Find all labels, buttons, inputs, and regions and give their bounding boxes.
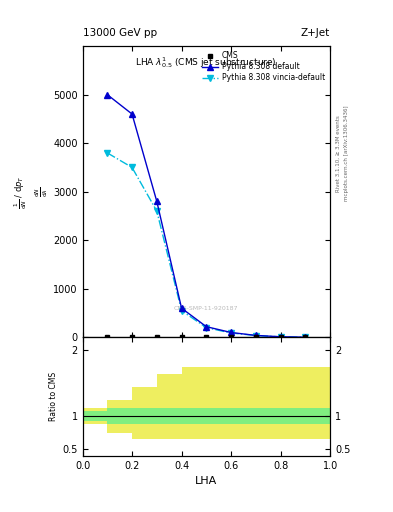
Text: Rivet 3.1.10, ≥ 3.3M events: Rivet 3.1.10, ≥ 3.3M events xyxy=(336,115,341,192)
Pythia 8.308 vincia-default xyxy=(253,332,258,338)
CMS xyxy=(204,334,209,340)
CMS xyxy=(229,334,233,340)
Pythia 8.308 default xyxy=(253,332,258,338)
Y-axis label: $\frac{1}{\mathrm{d}N}$ / $\mathrm{d}p_T$
$\frac{\mathrm{d}N}{\mathrm{d}\lambda}: $\frac{1}{\mathrm{d}N}$ / $\mathrm{d}p_T… xyxy=(12,175,50,209)
Pythia 8.308 default xyxy=(179,305,184,311)
Pythia 8.308 vincia-default xyxy=(303,334,308,340)
CMS xyxy=(303,334,308,340)
Line: CMS: CMS xyxy=(105,335,308,339)
Pythia 8.308 vincia-default xyxy=(105,150,110,156)
Pythia 8.308 default xyxy=(130,111,134,117)
Pythia 8.308 default xyxy=(105,92,110,98)
Line: Pythia 8.308 vincia-default: Pythia 8.308 vincia-default xyxy=(104,150,309,340)
CMS xyxy=(154,334,159,340)
X-axis label: LHA: LHA xyxy=(195,476,217,486)
CMS xyxy=(253,334,258,340)
Pythia 8.308 vincia-default xyxy=(229,330,233,336)
Text: LHA $\lambda^{1}_{0.5}$ (CMS jet substructure): LHA $\lambda^{1}_{0.5}$ (CMS jet substru… xyxy=(136,55,277,70)
Y-axis label: Ratio to CMS: Ratio to CMS xyxy=(49,372,58,421)
CMS xyxy=(105,334,110,340)
Pythia 8.308 default xyxy=(204,324,209,330)
CMS xyxy=(179,334,184,340)
Pythia 8.308 vincia-default xyxy=(204,325,209,331)
Line: Pythia 8.308 default: Pythia 8.308 default xyxy=(104,92,309,340)
Text: Z+Jet: Z+Jet xyxy=(301,28,330,38)
Pythia 8.308 vincia-default xyxy=(179,308,184,314)
Pythia 8.308 vincia-default xyxy=(154,208,159,214)
Text: 13000 GeV pp: 13000 GeV pp xyxy=(83,28,157,38)
Pythia 8.308 default xyxy=(154,198,159,204)
CMS xyxy=(278,334,283,340)
Pythia 8.308 default xyxy=(278,334,283,340)
CMS xyxy=(130,334,134,340)
Text: mcplots.cern.ch [arXiv:1306.3436]: mcplots.cern.ch [arXiv:1306.3436] xyxy=(344,106,349,201)
Pythia 8.308 vincia-default xyxy=(278,334,283,340)
Pythia 8.308 default xyxy=(229,329,233,335)
Legend: CMS, Pythia 8.308 default, Pythia 8.308 vincia-default: CMS, Pythia 8.308 default, Pythia 8.308 … xyxy=(200,50,326,84)
Text: CMS-SMP-11-920187: CMS-SMP-11-920187 xyxy=(174,306,239,311)
Pythia 8.308 vincia-default xyxy=(130,164,134,170)
Pythia 8.308 default xyxy=(303,334,308,340)
